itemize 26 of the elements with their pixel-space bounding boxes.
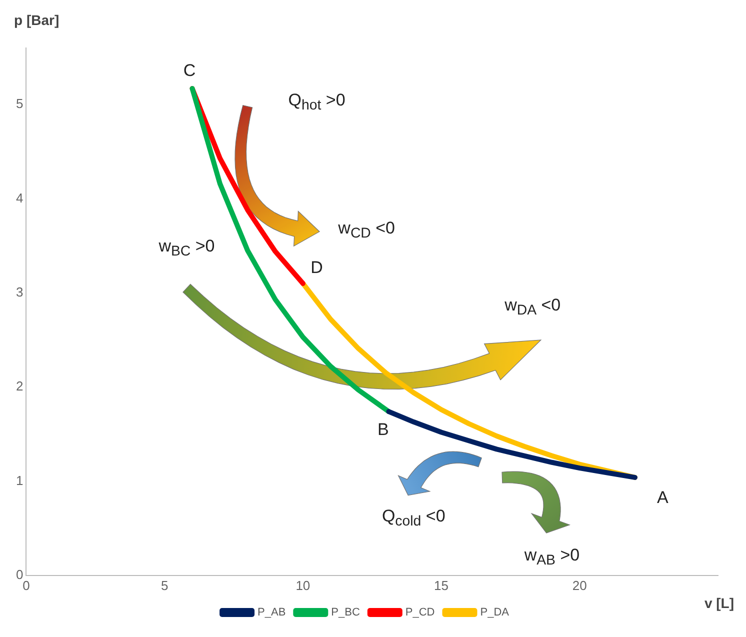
annotation: w$_{AB}$ >0 xyxy=(524,544,580,568)
x-tick-label: 15 xyxy=(434,578,449,593)
annotation: Q$_{cold}$ <0 xyxy=(382,506,446,530)
annotation: Q$_{hot}$ >0 xyxy=(288,90,346,114)
x-tick-label: 5 xyxy=(160,578,168,593)
y-tick-label: 0 xyxy=(16,566,24,582)
annotation: D xyxy=(310,258,323,278)
legend-label: P_BC xyxy=(331,606,360,619)
annotation: w$_{CD}$ <0 xyxy=(338,218,395,242)
y-tick-label: 4 xyxy=(16,190,24,206)
y-tick-label: 2 xyxy=(16,378,24,394)
y-tick-label: 3 xyxy=(16,284,24,300)
legend-label: P_AB xyxy=(258,606,286,619)
x-tick-label: 10 xyxy=(296,578,310,593)
annotation: w$_{DA}$ <0 xyxy=(504,295,561,319)
annotation: C xyxy=(183,60,196,81)
annotation: A xyxy=(656,488,668,508)
x-axis-title: v [L] xyxy=(704,595,734,612)
x-tick-label: 20 xyxy=(572,578,587,593)
y-axis-title: p [Bar] xyxy=(14,12,60,28)
legend-label: P_DA xyxy=(480,606,510,619)
annotation: w$_{BC}$ >0 xyxy=(158,236,215,260)
annotation: B xyxy=(378,420,389,440)
y-tick-label: 5 xyxy=(16,96,24,112)
legend-label: P_CD xyxy=(405,606,435,619)
y-tick-label: 1 xyxy=(16,472,24,488)
